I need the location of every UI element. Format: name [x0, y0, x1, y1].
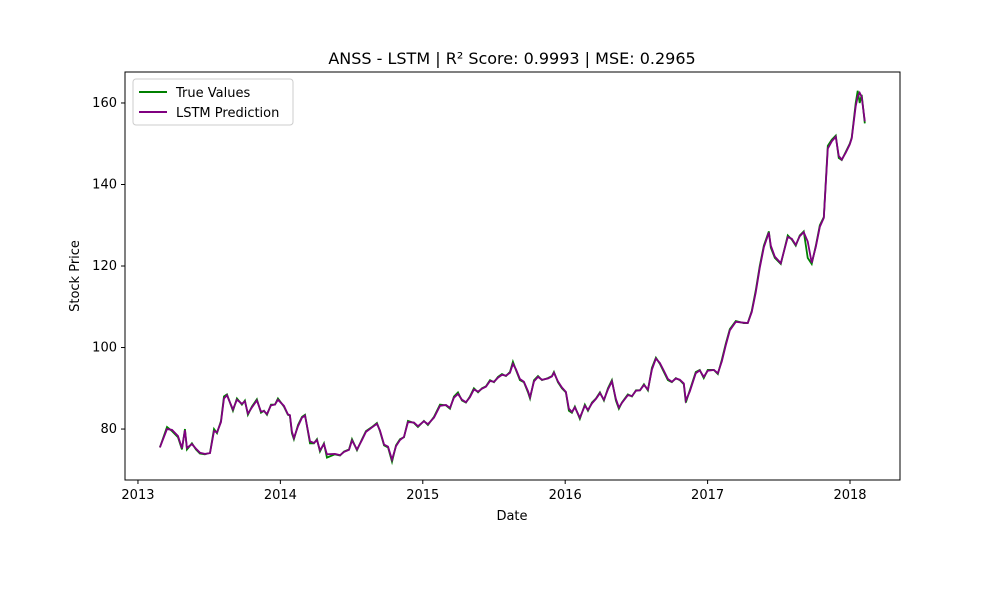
chart-title: ANSS - LSTM | R² Score: 0.9993 | MSE: 0.… — [328, 49, 695, 68]
y-tick-label: 120 — [92, 259, 117, 274]
y-axis-label: Stock Price — [68, 240, 83, 312]
x-tick-label: 2016 — [549, 488, 582, 503]
y-tick-label: 160 — [92, 96, 117, 111]
legend-box — [132, 78, 294, 126]
plot-frame — [124, 71, 901, 481]
legend-label: LSTM Prediction — [176, 106, 279, 121]
y-tick-label: 100 — [92, 341, 117, 356]
x-tick-label: 2015 — [406, 488, 439, 503]
series-line — [159, 90, 866, 463]
x-tick-label: 2018 — [833, 488, 866, 503]
y-tick-label: 80 — [100, 422, 117, 437]
x-tick-label: 2013 — [121, 488, 154, 503]
y-tick-label: 140 — [92, 177, 117, 192]
x-tick-label: 2017 — [691, 488, 724, 503]
x-axis-label: Date — [496, 509, 527, 524]
x-tick-label: 2014 — [264, 488, 297, 503]
legend-label: True Values — [175, 86, 250, 101]
